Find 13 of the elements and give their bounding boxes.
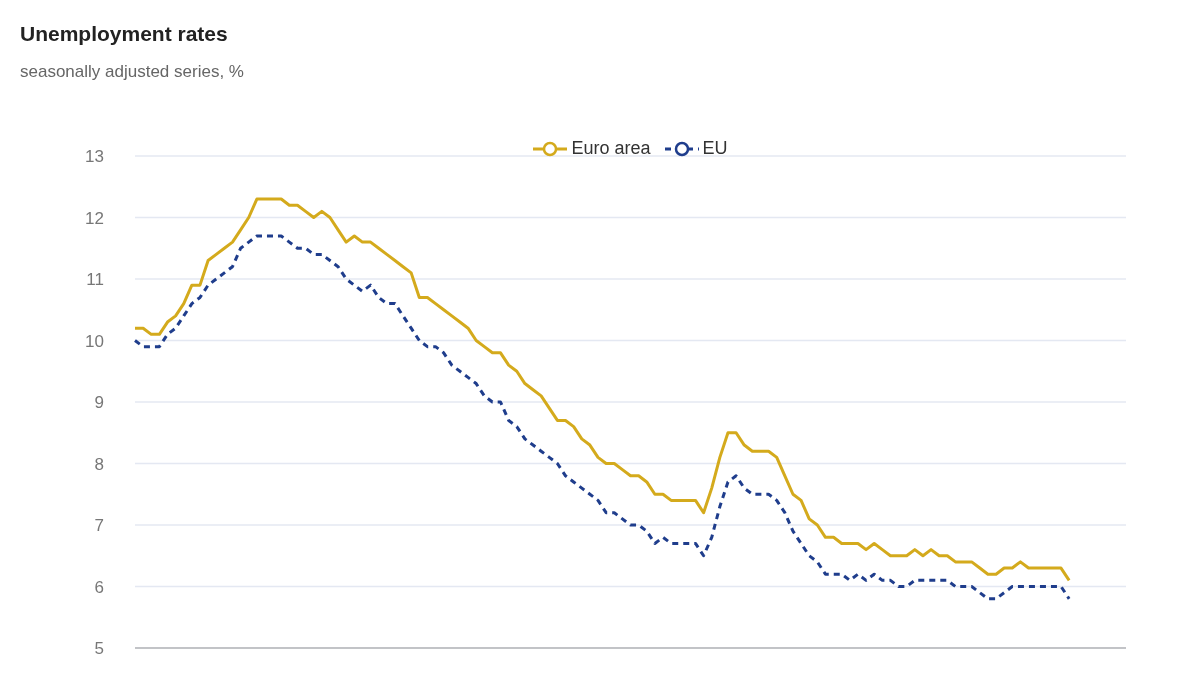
legend-label: EU <box>702 138 728 159</box>
y-tick-label: 9 <box>94 393 104 413</box>
y-tick-label: 12 <box>85 208 104 228</box>
chart-title: Unemployment rates <box>20 22 228 46</box>
legend-label: Euro area <box>571 138 651 159</box>
y-tick-label: 6 <box>94 577 104 597</box>
y-tick-label: 13 <box>85 147 104 167</box>
y-tick-label: 8 <box>94 454 104 474</box>
y-tick-label: 10 <box>85 331 104 351</box>
y-tick-label: 5 <box>94 639 104 659</box>
chart-subtitle: seasonally adjusted series, % <box>20 62 244 82</box>
y-tick-label: 7 <box>94 516 104 536</box>
y-tick-label: 11 <box>86 270 104 290</box>
